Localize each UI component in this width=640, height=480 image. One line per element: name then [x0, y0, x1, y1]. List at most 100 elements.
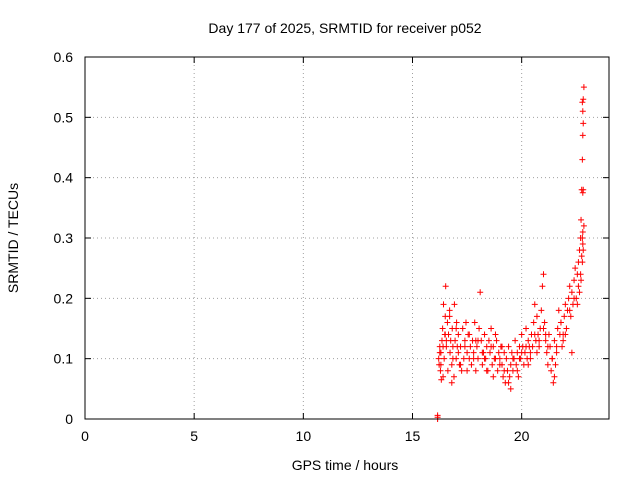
- chart-title: Day 177 of 2025, SRMTID for receiver p05…: [208, 20, 481, 36]
- data-point: [552, 361, 559, 368]
- data-point: [580, 222, 587, 229]
- data-point: [473, 343, 480, 350]
- data-point: [533, 349, 540, 356]
- data-point: [523, 343, 530, 350]
- data-point: [505, 379, 512, 386]
- data-point: [447, 349, 454, 356]
- data-point: [516, 355, 523, 362]
- data-point: [438, 376, 445, 383]
- grid: [85, 57, 609, 419]
- data-point: [455, 331, 462, 338]
- data-point: [468, 361, 475, 368]
- data-point: [578, 277, 585, 284]
- data-point: [437, 361, 444, 368]
- data-point: [501, 367, 508, 374]
- data-point: [470, 349, 477, 356]
- data-point: [568, 349, 575, 356]
- data-point: [542, 331, 549, 338]
- y-tick-label: 0: [65, 411, 73, 427]
- data-point: [525, 337, 532, 344]
- y-tick-label: 0.1: [54, 351, 74, 367]
- data-point: [492, 331, 499, 338]
- data-point: [448, 361, 455, 368]
- data-point: [507, 361, 514, 368]
- data-point: [533, 313, 540, 320]
- data-point: [439, 325, 446, 332]
- data-point: [487, 349, 494, 356]
- data-point: [540, 325, 547, 332]
- data-point: [466, 331, 473, 338]
- data-point: [513, 361, 520, 368]
- data-point: [493, 337, 500, 344]
- data-point: [562, 331, 569, 338]
- data-point: [472, 337, 479, 344]
- x-tick-label: 5: [190, 428, 198, 444]
- data-point: [436, 349, 443, 356]
- data-point: [531, 331, 538, 338]
- data-point: [512, 337, 519, 344]
- data-point: [488, 325, 495, 332]
- data-point: [443, 337, 450, 344]
- data-point: [446, 313, 453, 320]
- data-point: [496, 361, 503, 368]
- data-point: [458, 367, 465, 374]
- data-point: [544, 361, 551, 368]
- data-point: [453, 325, 460, 332]
- data-point: [566, 307, 573, 314]
- x-tick-label: 10: [296, 428, 312, 444]
- data-point: [435, 355, 442, 362]
- data-point: [578, 253, 585, 260]
- data-point: [440, 373, 447, 380]
- data-point: [568, 289, 575, 296]
- data-point: [566, 283, 573, 290]
- data-point: [515, 373, 522, 380]
- data-point: [551, 337, 558, 344]
- data-point: [443, 343, 450, 350]
- data-point: [518, 331, 525, 338]
- data-point: [560, 337, 567, 344]
- data-point: [508, 349, 515, 356]
- data-point: [527, 349, 534, 356]
- data-point: [575, 283, 582, 290]
- data-point: [485, 337, 492, 344]
- data-point: [579, 156, 586, 163]
- data-point: [579, 259, 586, 266]
- data-point: [579, 108, 586, 115]
- data-point: [489, 361, 496, 368]
- data-point: [538, 307, 545, 314]
- data-point: [460, 355, 467, 362]
- x-tick-label: 15: [405, 428, 421, 444]
- data-point: [557, 319, 564, 326]
- y-tick-label: 0.5: [54, 109, 74, 125]
- data-point: [553, 343, 560, 350]
- data-point: [561, 313, 568, 320]
- data-point: [442, 331, 449, 338]
- data-point: [565, 295, 572, 302]
- data-point: [579, 99, 586, 106]
- data-point: [494, 367, 501, 374]
- data-point: [509, 355, 516, 362]
- data-point: [441, 355, 448, 362]
- data-point: [544, 343, 551, 350]
- data-point: [442, 283, 449, 290]
- data-point: [574, 301, 581, 308]
- data-point: [580, 96, 587, 103]
- data-point: [562, 301, 569, 308]
- data-point: [530, 319, 537, 326]
- data-point: [536, 337, 543, 344]
- data-point: [551, 373, 558, 380]
- y-tick-label: 0.3: [54, 230, 74, 246]
- data-point: [503, 355, 510, 362]
- data-point: [461, 343, 468, 350]
- data-point: [579, 228, 586, 235]
- x-axis-label: GPS time / hours: [292, 457, 399, 473]
- data-point: [471, 319, 478, 326]
- data-point: [507, 385, 514, 392]
- y-tick-label: 0.6: [54, 49, 74, 65]
- data-point: [492, 355, 499, 362]
- data-point: [444, 367, 451, 374]
- data-point: [450, 373, 457, 380]
- data-point: [459, 325, 466, 332]
- data-point: [446, 307, 453, 314]
